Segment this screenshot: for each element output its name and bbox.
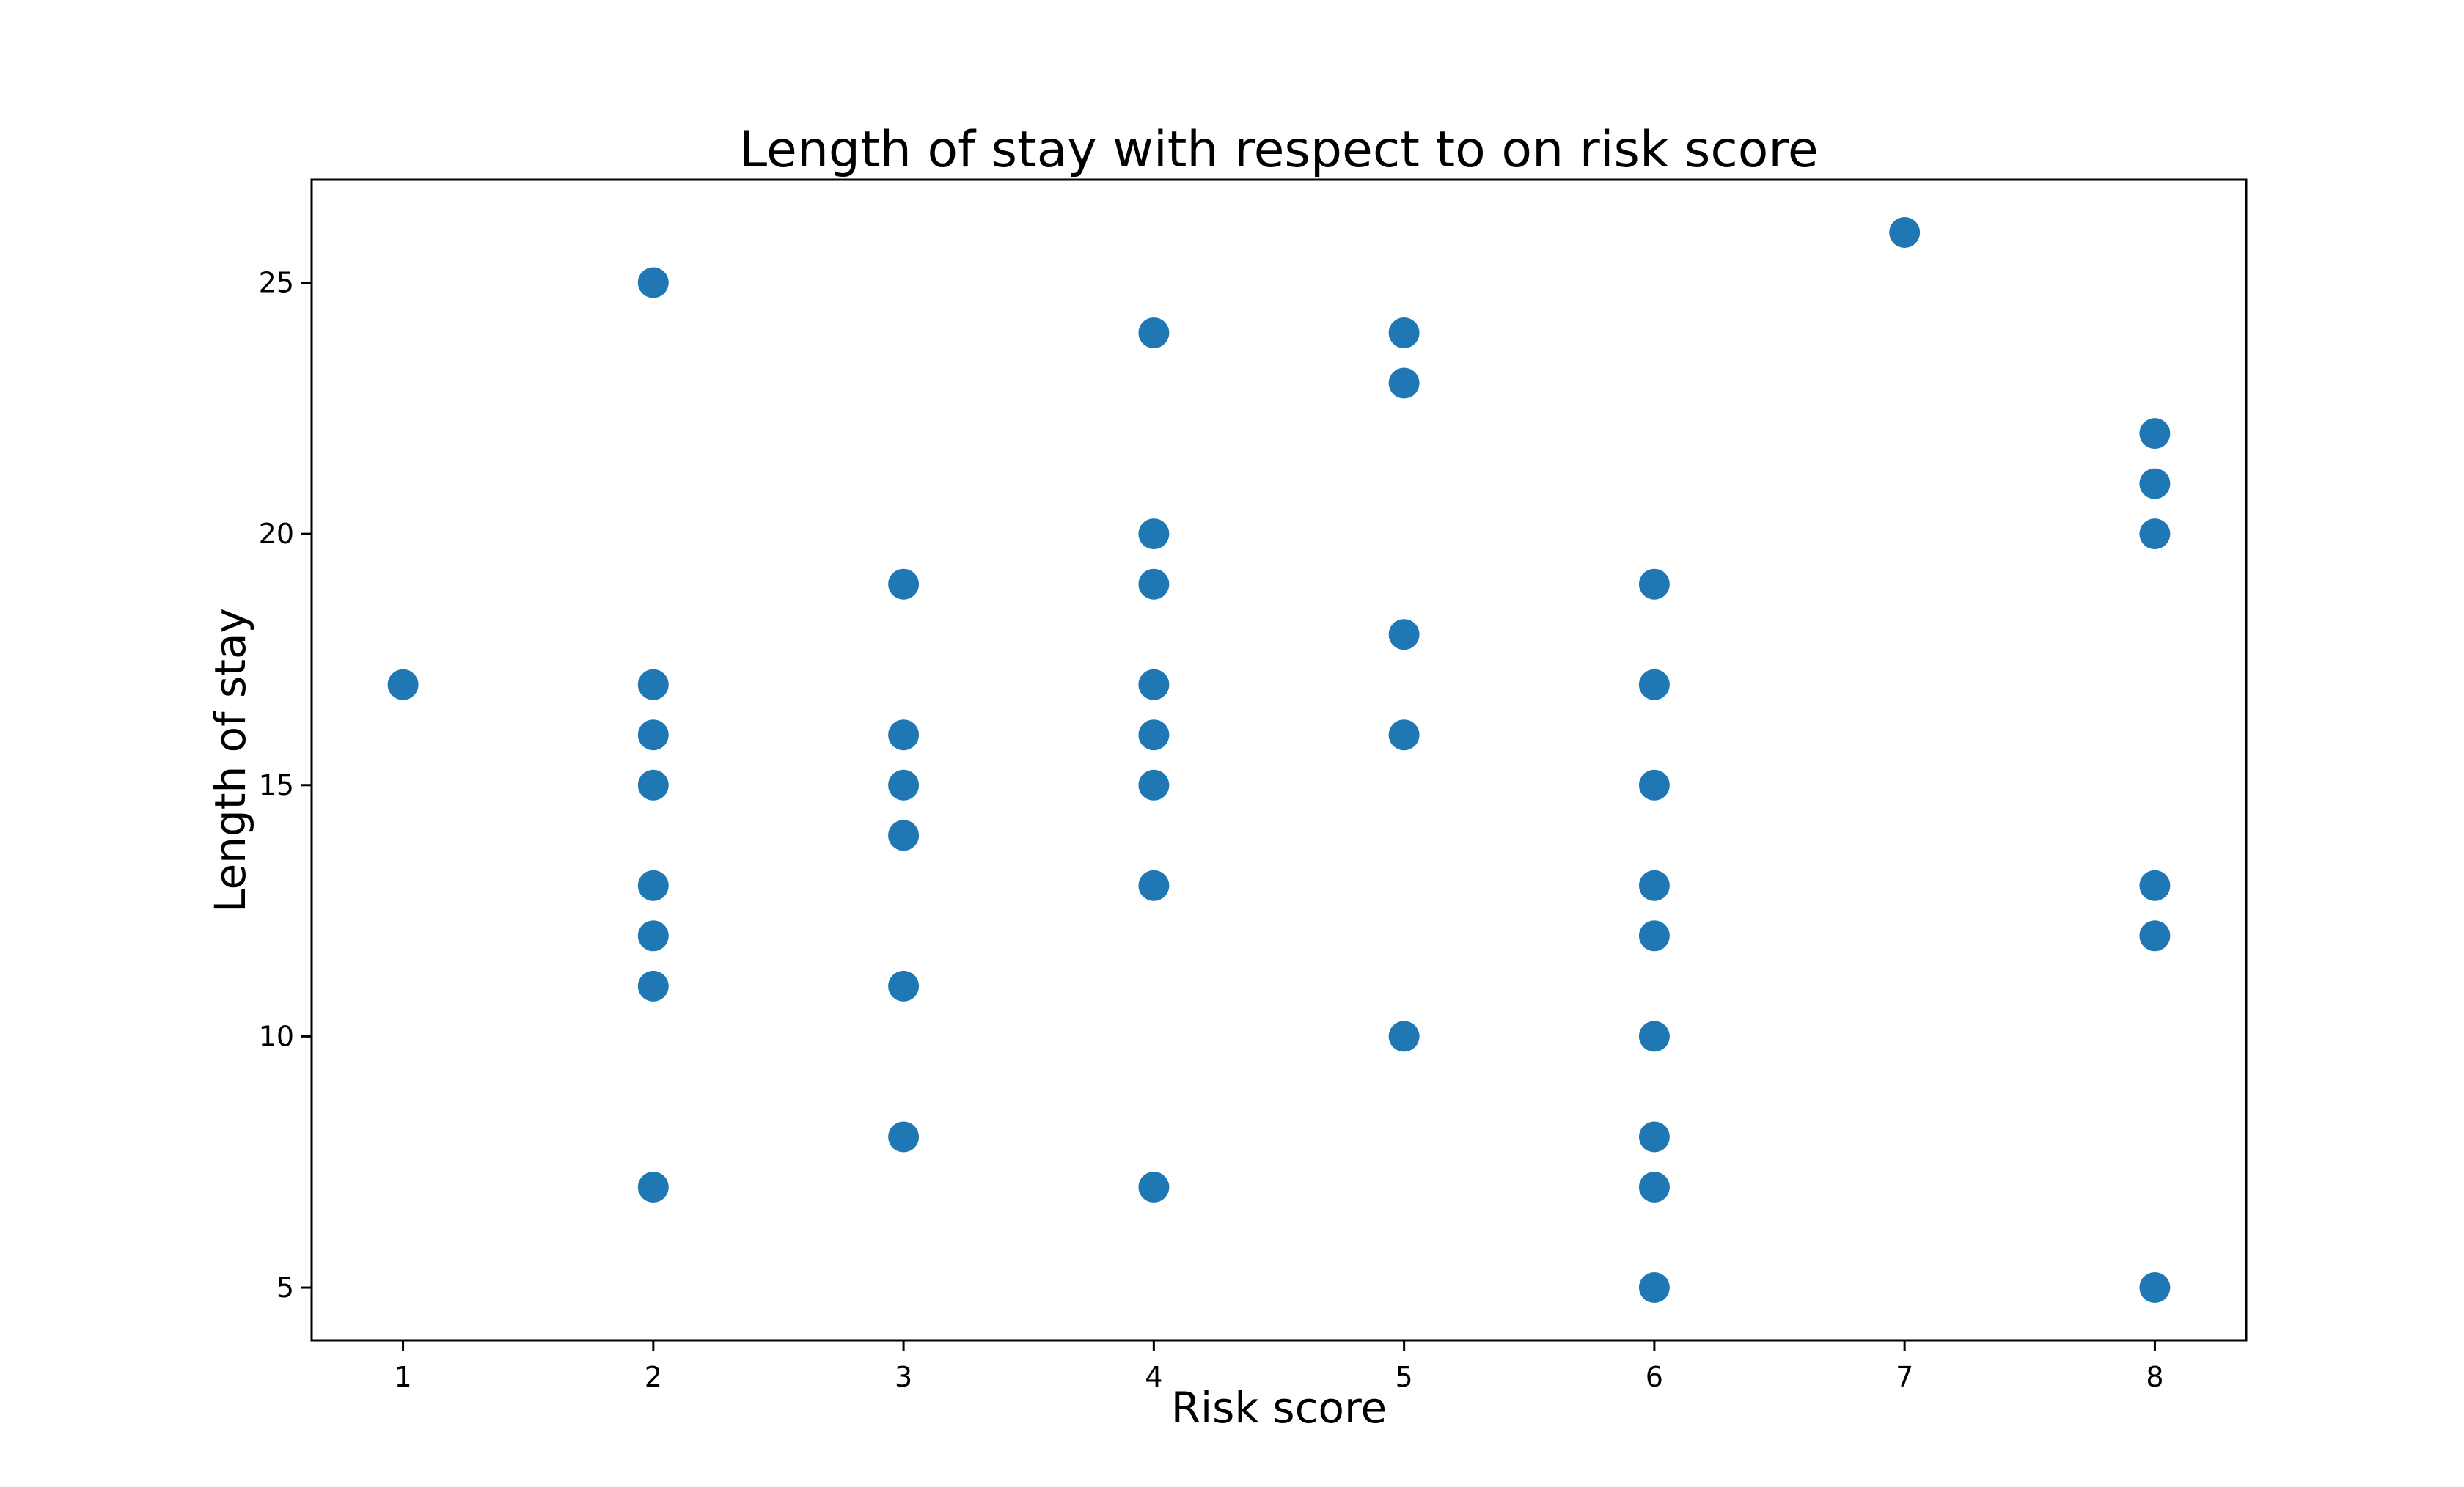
data-point (1388, 619, 1420, 650)
y-tick-label: 10 (259, 1020, 294, 1052)
data-point (1889, 217, 1921, 248)
data-point (2139, 920, 2171, 952)
data-point (888, 769, 920, 801)
data-point (1388, 1021, 1420, 1052)
data-point (1638, 568, 1670, 600)
x-tick-label: 7 (1896, 1361, 1913, 1393)
y-axis-ticks: 5 10 15 20 25 (259, 266, 312, 1304)
data-point (1138, 719, 1170, 751)
data-point (1138, 1172, 1170, 1203)
x-tick-label: 3 (895, 1361, 912, 1393)
data-point (1388, 719, 1420, 751)
data-point (1638, 769, 1670, 801)
data-point (637, 769, 669, 801)
data-point (888, 568, 920, 600)
data-point (637, 1172, 669, 1203)
data-point (637, 920, 669, 952)
data-point (1388, 367, 1420, 399)
data-point (1638, 1121, 1670, 1153)
x-axis-label: Risk score (1171, 1383, 1387, 1433)
data-point (1138, 669, 1170, 700)
y-tick-label: 15 (259, 769, 294, 801)
x-tick-label: 2 (645, 1361, 662, 1393)
data-point (1388, 317, 1420, 348)
data-point (2139, 468, 2171, 499)
data-point (1138, 518, 1170, 550)
x-tick-label: 4 (1145, 1361, 1162, 1393)
data-point (1138, 769, 1170, 801)
data-points (387, 217, 2171, 1303)
data-point (1138, 870, 1170, 901)
data-point (1638, 1272, 1670, 1303)
x-tick-label: 5 (1396, 1361, 1413, 1393)
data-point (637, 267, 669, 298)
data-point (1638, 870, 1670, 901)
data-point (1638, 1021, 1670, 1052)
x-tick-label: 1 (394, 1361, 411, 1393)
data-point (1138, 317, 1170, 348)
data-point (1638, 669, 1670, 700)
data-point (888, 820, 920, 851)
data-point (888, 719, 920, 751)
data-point (1138, 568, 1170, 600)
data-point (637, 970, 669, 1002)
data-point (637, 870, 669, 901)
plot-area-frame (310, 178, 2248, 1342)
data-point (2139, 870, 2171, 901)
y-axis-label: Length of stay (205, 608, 255, 913)
x-tick-label: 8 (2146, 1361, 2163, 1393)
x-tick-label: 6 (1646, 1361, 1663, 1393)
data-point (2139, 518, 2171, 550)
x-axis-ticks: 1 2 3 4 5 6 7 8 (394, 1340, 2164, 1393)
y-tick-label: 5 (276, 1271, 294, 1304)
y-tick-label: 25 (259, 266, 294, 298)
y-tick-label: 20 (259, 518, 294, 550)
data-point (1638, 920, 1670, 952)
data-point (637, 719, 669, 751)
data-point (387, 669, 419, 700)
data-point (2139, 1272, 2171, 1303)
chart-title: Length of stay with respect to on risk s… (739, 121, 1818, 179)
data-point (888, 1121, 920, 1153)
data-point (1638, 1172, 1670, 1203)
data-point (888, 970, 920, 1002)
data-point (637, 669, 669, 700)
data-point (2139, 418, 2171, 449)
